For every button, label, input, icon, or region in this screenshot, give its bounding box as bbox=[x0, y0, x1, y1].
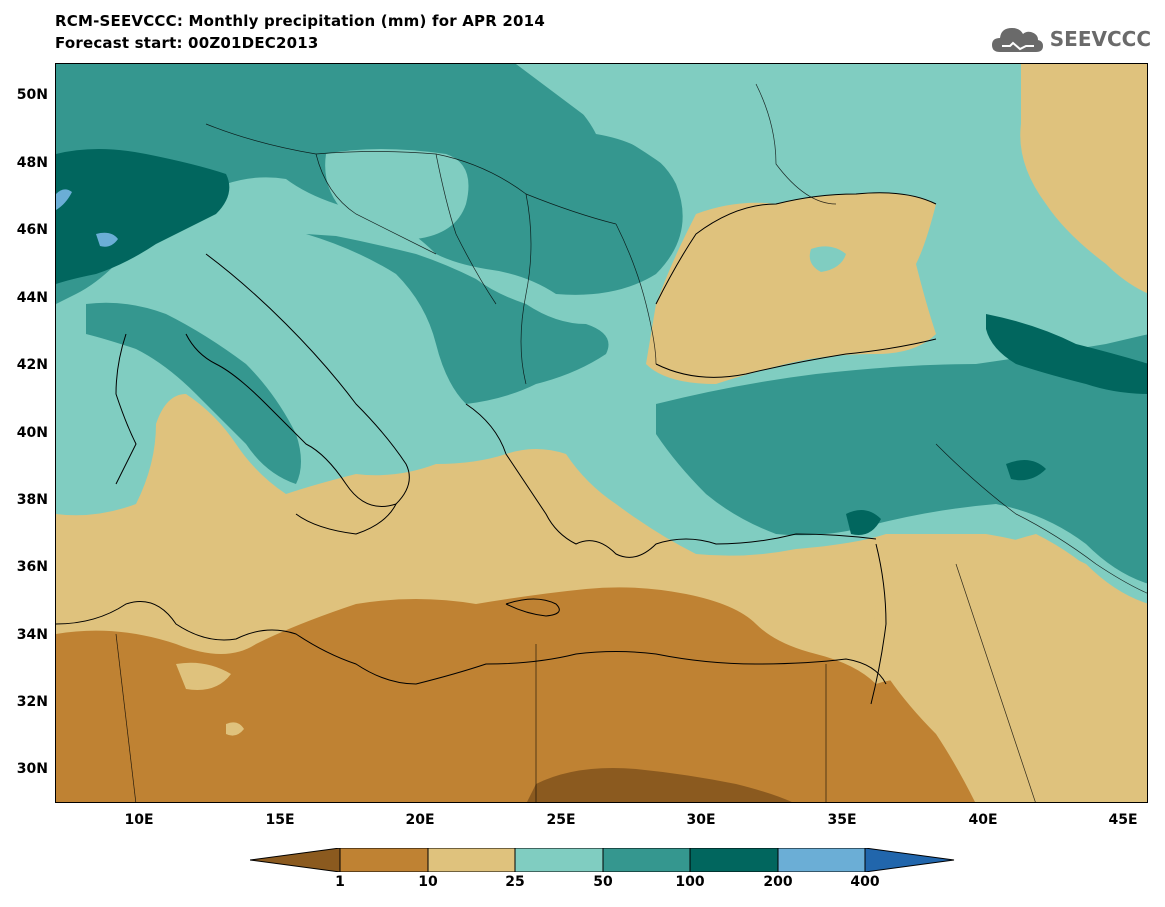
lat-label-40n: 40N bbox=[16, 425, 48, 441]
colorbar-label-25: 25 bbox=[505, 874, 525, 890]
precip-region-libya-10-25 bbox=[176, 662, 244, 736]
precip-region-crimea-25-50 bbox=[809, 246, 846, 272]
precip-region-sahara-lt1 bbox=[527, 768, 792, 802]
lat-label-30n: 30N bbox=[16, 761, 48, 777]
precipitation-map bbox=[55, 63, 1148, 803]
colorbar-segment-25-50 bbox=[514, 847, 604, 873]
colorbar-label-1: 1 bbox=[335, 874, 345, 890]
coastlines bbox=[56, 192, 937, 705]
lat-label-38n: 38N bbox=[16, 492, 48, 508]
lat-label-42n: 42N bbox=[16, 357, 48, 373]
lon-label-15e: 15E bbox=[265, 812, 295, 828]
precip-region-alps-100-200 bbox=[56, 149, 230, 284]
lon-label-10e: 10E bbox=[124, 812, 154, 828]
precip-region-ne-10-25 bbox=[1020, 64, 1147, 294]
logo-text: SEEVCCC bbox=[1049, 27, 1151, 51]
seevccc-logo: SEEVCCC bbox=[990, 22, 1151, 56]
lon-label-35e: 35E bbox=[827, 812, 857, 828]
colorbar-segment-50-100 bbox=[602, 847, 691, 873]
lon-label-25e: 25E bbox=[546, 812, 576, 828]
colorbar-segment-gt400 bbox=[864, 847, 955, 873]
precip-region-anatolia-100-200 bbox=[846, 460, 1046, 535]
colorbar-segment-lt1 bbox=[249, 847, 341, 873]
lat-label-36n: 36N bbox=[16, 559, 48, 575]
lat-label-48n: 48N bbox=[16, 155, 48, 171]
colorbar-label-400: 400 bbox=[850, 874, 880, 890]
precip-region-caucasus-100-200 bbox=[986, 314, 1147, 394]
lon-label-40e: 40E bbox=[968, 812, 998, 828]
precip-region-north-25-50 bbox=[516, 64, 764, 178]
precip-region-sahara-1-10 bbox=[56, 587, 1006, 802]
colorbar-svg bbox=[249, 847, 955, 873]
colorbar-segment-1-10 bbox=[339, 847, 429, 873]
precip-region-anatolia-50-100 bbox=[656, 334, 1147, 584]
lon-label-20e: 20E bbox=[405, 812, 435, 828]
colorbar bbox=[249, 847, 955, 876]
colorbar-segment-100-200 bbox=[689, 847, 779, 873]
colorbar-label-50: 50 bbox=[593, 874, 613, 890]
forecast-start-subtitle: Forecast start: 00Z01DEC2013 bbox=[55, 34, 319, 52]
precip-region-levant-10-25 bbox=[874, 534, 1147, 802]
colorbar-label-100: 100 bbox=[675, 874, 705, 890]
lat-label-34n: 34N bbox=[16, 627, 48, 643]
colorbar-segment-200-400 bbox=[777, 847, 866, 873]
colorbar-label-200: 200 bbox=[763, 874, 793, 890]
colorbar-label-10: 10 bbox=[418, 874, 438, 890]
lat-label-46n: 46N bbox=[16, 222, 48, 238]
precip-region-blacksea-10-25 bbox=[646, 192, 936, 384]
lat-label-32n: 32N bbox=[16, 694, 48, 710]
precip-region-balkans-50-100 bbox=[306, 234, 609, 404]
lon-label-30e: 30E bbox=[686, 812, 716, 828]
precip-region-alps-200-400 bbox=[56, 189, 118, 247]
map-svg bbox=[56, 64, 1147, 802]
lat-label-44n: 44N bbox=[16, 290, 48, 306]
lat-label-50n: 50N bbox=[16, 87, 48, 103]
cloud-icon bbox=[991, 28, 1043, 52]
lon-label-45e: 45E bbox=[1108, 812, 1138, 828]
borders bbox=[115, 83, 1147, 802]
chart-title: RCM-SEEVCCC: Monthly precipitation (mm) … bbox=[55, 12, 545, 30]
colorbar-segment-10-25 bbox=[427, 847, 516, 873]
precip-region-italy-50-100 bbox=[86, 302, 301, 484]
